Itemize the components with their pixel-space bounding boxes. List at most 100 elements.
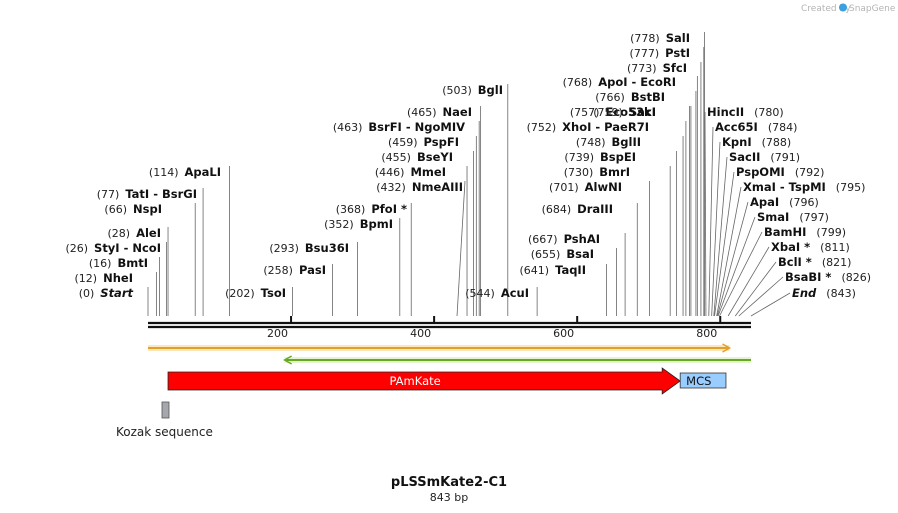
- site-name: AlwNI: [585, 180, 622, 194]
- site-position: (432): [376, 181, 406, 194]
- site-position: (752): [527, 121, 557, 134]
- site-position: (796): [789, 196, 819, 209]
- site-position: (768): [563, 76, 593, 89]
- site-leader-line: [456, 180, 466, 317]
- site-name: SacII: [729, 150, 760, 164]
- site-position: (202): [225, 287, 255, 300]
- site-name: BpmI: [360, 217, 393, 231]
- site-position: (655): [531, 248, 561, 261]
- site-name: PfoI *: [371, 202, 407, 216]
- site-name: TatI - BsrGI: [125, 187, 197, 201]
- site-position: (821): [822, 256, 852, 269]
- feature-layer: PAmKate MCS Kozak sequence: [116, 367, 727, 439]
- site-name: PstI: [665, 46, 690, 60]
- site-position: (12): [75, 272, 98, 285]
- site-name: BmtI: [117, 256, 148, 270]
- site-name: SfcI: [663, 61, 687, 75]
- site-name: PasI: [299, 263, 326, 277]
- site-leader-line: [750, 292, 791, 317]
- site-name: BsrFI - NgoMIV: [368, 120, 465, 134]
- site-name: HincII: [707, 105, 744, 119]
- orf-layer: [148, 343, 751, 365]
- site-name: BglII: [612, 135, 642, 149]
- site-leader-line: [714, 171, 735, 317]
- feature-kozak-box: [161, 401, 170, 419]
- site-leader-line: [734, 261, 777, 317]
- site-leader-line: [716, 201, 749, 317]
- site-name: BsaI: [566, 247, 594, 261]
- backbone: [148, 321, 751, 329]
- snapgene-logo-icon: [839, 3, 847, 12]
- site-name: AcuI: [501, 286, 529, 300]
- feature-label: MCS: [686, 374, 711, 388]
- axis-tick-label: 800: [696, 327, 717, 340]
- site-position: (773): [627, 62, 657, 75]
- site-leader-line: [716, 186, 742, 317]
- site-name: Start: [100, 286, 133, 300]
- site-position: (791): [770, 151, 800, 164]
- site-position: (446): [375, 166, 405, 179]
- site-leader-line: [719, 231, 763, 317]
- axis-tick-label: 600: [553, 327, 574, 340]
- site-name: PshAI: [564, 232, 600, 246]
- site-position: (455): [381, 151, 411, 164]
- site-name: XhoI - PaeR7I: [562, 120, 649, 134]
- site-position: (730): [564, 166, 594, 179]
- orf-arrow-head: [722, 343, 732, 353]
- site-name: Eco53kI: [605, 105, 656, 119]
- site-position: (0): [79, 287, 95, 300]
- site-position: (258): [263, 264, 293, 277]
- site-name: BstBI: [631, 90, 665, 104]
- site-name: TaqII: [555, 263, 586, 277]
- site-leader-line: [711, 141, 721, 317]
- site-position: (544): [465, 287, 495, 300]
- site-leader-line: [704, 111, 707, 317]
- site-position: (293): [269, 242, 299, 255]
- site-name: KpnI: [722, 135, 752, 149]
- site-position: (766): [595, 91, 625, 104]
- site-name: AleI: [136, 226, 161, 240]
- axis-tick-label: 200: [267, 327, 288, 340]
- site-name: SmaI: [757, 210, 789, 224]
- site-position: (465): [407, 106, 437, 119]
- site-position: (701): [549, 181, 579, 194]
- site-name: ApaLI: [185, 165, 222, 179]
- site-leader-line: [717, 216, 756, 317]
- site-name: BmrI: [599, 165, 630, 179]
- site-leader-line: [708, 126, 714, 317]
- site-name: BamHI: [764, 225, 806, 239]
- site-name: NaeI: [443, 105, 472, 119]
- site-labels: Start (0) NheI (12) BmtI (16) StyI - NcoI (26) A…: [65, 31, 871, 300]
- site-position: (28): [107, 227, 130, 240]
- site-name: Bsu36I: [305, 241, 349, 255]
- site-leader-line: [727, 246, 770, 317]
- site-position: (77): [97, 188, 120, 201]
- site-position: (459): [388, 136, 418, 149]
- site-position: (641): [519, 264, 549, 277]
- site-position: (795): [836, 181, 866, 194]
- site-position: (792): [795, 166, 825, 179]
- site-name: PspFI: [424, 135, 459, 149]
- feature-label: Kozak sequence: [116, 425, 213, 439]
- site-position: (811): [820, 241, 850, 254]
- site-position: (784): [768, 121, 798, 134]
- site-position: (114): [149, 166, 179, 179]
- site-position: (66): [104, 203, 127, 216]
- site-position: (26): [65, 242, 88, 255]
- site-name: XmaI - TspMI: [743, 180, 826, 194]
- sequence-title: pLSSmKate2-C1: [391, 475, 507, 490]
- site-name: NheI: [103, 271, 133, 285]
- site-name: NmeAIII: [412, 180, 463, 194]
- site-position: (826): [841, 271, 871, 284]
- site-position: (667): [528, 233, 558, 246]
- site-name: PspOMI: [736, 165, 785, 179]
- site-name: NspI: [133, 202, 162, 216]
- site-name: ApaI: [750, 195, 779, 209]
- site-position: (684): [542, 203, 572, 216]
- site-name: SalI: [666, 31, 690, 45]
- site-position: (759): [593, 106, 623, 119]
- site-position: (778): [630, 32, 660, 45]
- site-name: XbaI *: [771, 240, 810, 254]
- feature-pamkate-arrow: [167, 367, 681, 395]
